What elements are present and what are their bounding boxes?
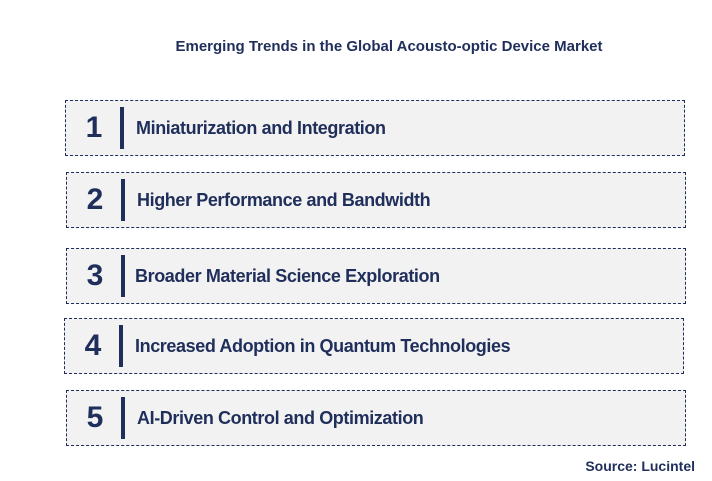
trend-item-5: 5 AI-Driven Control and Optimization bbox=[66, 390, 686, 446]
trend-item-3: 3 Broader Material Science Exploration bbox=[66, 248, 686, 304]
trend-number: 4 bbox=[84, 329, 102, 362]
trend-number: 2 bbox=[86, 183, 104, 216]
trend-item-1: 1 Miniaturization and Integration bbox=[65, 100, 685, 156]
trend-item-2: 2 Higher Performance and Bandwidth bbox=[66, 172, 686, 228]
trend-divider bbox=[119, 325, 123, 367]
trend-label: AI-Driven Control and Optimization bbox=[137, 407, 424, 428]
trend-item-4: 4 Increased Adoption in Quantum Technolo… bbox=[64, 318, 684, 374]
diagram-title: Emerging Trends in the Global Acousto-op… bbox=[175, 38, 603, 55]
trend-divider bbox=[121, 255, 125, 297]
trend-divider bbox=[121, 179, 125, 221]
trend-divider bbox=[121, 397, 125, 439]
trend-label: Miniaturization and Integration bbox=[136, 117, 386, 138]
source-note: Source: Lucintel bbox=[585, 458, 695, 474]
trend-label: Broader Material Science Exploration bbox=[135, 265, 440, 286]
trend-label: Higher Performance and Bandwidth bbox=[137, 189, 431, 210]
trend-label: Increased Adoption in Quantum Technologi… bbox=[135, 335, 511, 356]
trend-number: 1 bbox=[85, 111, 103, 144]
trend-number: 3 bbox=[86, 259, 104, 292]
trend-divider bbox=[120, 107, 124, 149]
trend-number: 5 bbox=[86, 401, 104, 434]
